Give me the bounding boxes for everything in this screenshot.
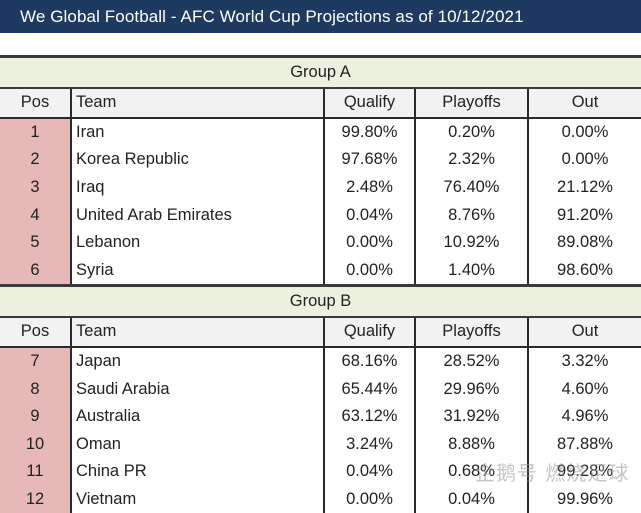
qualify-cell: 97.68% bbox=[323, 146, 416, 174]
team-cell: Vietnam bbox=[70, 485, 325, 513]
projections-table: Group A Pos Team Qualify Playoffs Out 1 Iran 99.… bbox=[0, 55, 641, 513]
pos-cell: 12 bbox=[0, 485, 72, 513]
header-playoffs: Playoffs bbox=[414, 317, 529, 348]
table-row: 12 Vietnam 0.00% 0.04% 99.96% bbox=[0, 485, 641, 513]
team-cell: Iraq bbox=[70, 173, 325, 202]
qualify-cell: 65.44% bbox=[323, 375, 416, 403]
pos-cell: 10 bbox=[0, 430, 72, 459]
table-row: 9 Australia 63.12% 31.92% 4.96% bbox=[0, 402, 641, 431]
playoffs-cell: 2.32% bbox=[414, 146, 529, 174]
table-row: 8 Saudi Arabia 65.44% 29.96% 4.60% bbox=[0, 375, 641, 403]
team-cell: Iran bbox=[70, 117, 325, 147]
playoffs-cell: 8.76% bbox=[414, 201, 529, 229]
out-cell: 98.60% bbox=[527, 256, 641, 286]
group-header-row: Group B bbox=[0, 284, 641, 319]
table-row: 2 Korea Republic 97.68% 2.32% 0.00% bbox=[0, 146, 641, 174]
pos-cell: 7 bbox=[0, 346, 72, 376]
playoffs-cell: 10.92% bbox=[414, 228, 529, 257]
table-row: 1 Iran 99.80% 0.20% 0.00% bbox=[0, 117, 641, 147]
pos-cell: 6 bbox=[0, 256, 72, 286]
qualify-cell: 99.80% bbox=[323, 117, 416, 147]
table-row: 7 Japan 68.16% 28.52% 3.32% bbox=[0, 346, 641, 376]
header-pos: Pos bbox=[0, 317, 72, 348]
header-team: Team bbox=[70, 88, 325, 119]
team-cell: Oman bbox=[70, 430, 325, 459]
out-cell: 3.32% bbox=[527, 346, 641, 376]
group-title: Group B bbox=[0, 284, 641, 319]
playoffs-cell: 31.92% bbox=[414, 402, 529, 431]
header-qualify: Qualify bbox=[323, 317, 416, 348]
qualify-cell: 68.16% bbox=[323, 346, 416, 376]
team-cell: United Arab Emirates bbox=[70, 201, 325, 229]
table-row: 3 Iraq 2.48% 76.40% 21.12% bbox=[0, 173, 641, 202]
pos-cell: 4 bbox=[0, 201, 72, 229]
playoffs-cell: 0.68% bbox=[414, 458, 529, 486]
table-row: 11 China PR 0.04% 0.68% 99.28% bbox=[0, 458, 641, 486]
header-out: Out bbox=[527, 317, 641, 348]
header-pos: Pos bbox=[0, 88, 72, 119]
page-title: We Global Football - AFC World Cup Proje… bbox=[0, 0, 641, 33]
team-cell: China PR bbox=[70, 458, 325, 486]
playoffs-cell: 76.40% bbox=[414, 173, 529, 202]
playoffs-cell: 29.96% bbox=[414, 375, 529, 403]
playoffs-cell: 0.04% bbox=[414, 485, 529, 513]
header-team: Team bbox=[70, 317, 325, 348]
qualify-cell: 0.00% bbox=[323, 228, 416, 257]
out-cell: 99.28% bbox=[527, 458, 641, 486]
group-title: Group A bbox=[0, 55, 641, 89]
pos-cell: 8 bbox=[0, 375, 72, 403]
team-cell: Syria bbox=[70, 256, 325, 286]
pos-cell: 5 bbox=[0, 228, 72, 257]
table-row: 10 Oman 3.24% 8.88% 87.88% bbox=[0, 430, 641, 459]
column-header-row: Pos Team Qualify Playoffs Out bbox=[0, 88, 641, 119]
out-cell: 89.08% bbox=[527, 228, 641, 257]
out-cell: 4.60% bbox=[527, 375, 641, 403]
playoffs-cell: 8.88% bbox=[414, 430, 529, 459]
header-playoffs: Playoffs bbox=[414, 88, 529, 119]
pos-cell: 9 bbox=[0, 402, 72, 431]
playoffs-cell: 1.40% bbox=[414, 256, 529, 286]
team-cell: Korea Republic bbox=[70, 146, 325, 174]
qualify-cell: 0.04% bbox=[323, 458, 416, 486]
out-cell: 87.88% bbox=[527, 430, 641, 459]
header-qualify: Qualify bbox=[323, 88, 416, 119]
team-cell: Japan bbox=[70, 346, 325, 376]
playoffs-cell: 28.52% bbox=[414, 346, 529, 376]
qualify-cell: 63.12% bbox=[323, 402, 416, 431]
qualify-cell: 0.00% bbox=[323, 485, 416, 513]
pos-cell: 1 bbox=[0, 117, 72, 147]
out-cell: 0.00% bbox=[527, 146, 641, 174]
table-row: 6 Syria 0.00% 1.40% 98.60% bbox=[0, 256, 641, 286]
team-cell: Saudi Arabia bbox=[70, 375, 325, 403]
out-cell: 99.96% bbox=[527, 485, 641, 513]
header-out: Out bbox=[527, 88, 641, 119]
spacer bbox=[0, 33, 641, 55]
out-cell: 21.12% bbox=[527, 173, 641, 202]
column-header-row: Pos Team Qualify Playoffs Out bbox=[0, 317, 641, 348]
pos-cell: 3 bbox=[0, 173, 72, 202]
qualify-cell: 2.48% bbox=[323, 173, 416, 202]
qualify-cell: 0.00% bbox=[323, 256, 416, 286]
pos-cell: 2 bbox=[0, 146, 72, 174]
team-cell: Lebanon bbox=[70, 228, 325, 257]
qualify-cell: 0.04% bbox=[323, 201, 416, 229]
team-cell: Australia bbox=[70, 402, 325, 431]
out-cell: 0.00% bbox=[527, 117, 641, 147]
qualify-cell: 3.24% bbox=[323, 430, 416, 459]
pos-cell: 11 bbox=[0, 458, 72, 486]
out-cell: 4.96% bbox=[527, 402, 641, 431]
playoffs-cell: 0.20% bbox=[414, 117, 529, 147]
group-header-row: Group A bbox=[0, 55, 641, 89]
table-row: 5 Lebanon 0.00% 10.92% 89.08% bbox=[0, 228, 641, 257]
out-cell: 91.20% bbox=[527, 201, 641, 229]
table-row: 4 United Arab Emirates 0.04% 8.76% 91.20% bbox=[0, 201, 641, 229]
